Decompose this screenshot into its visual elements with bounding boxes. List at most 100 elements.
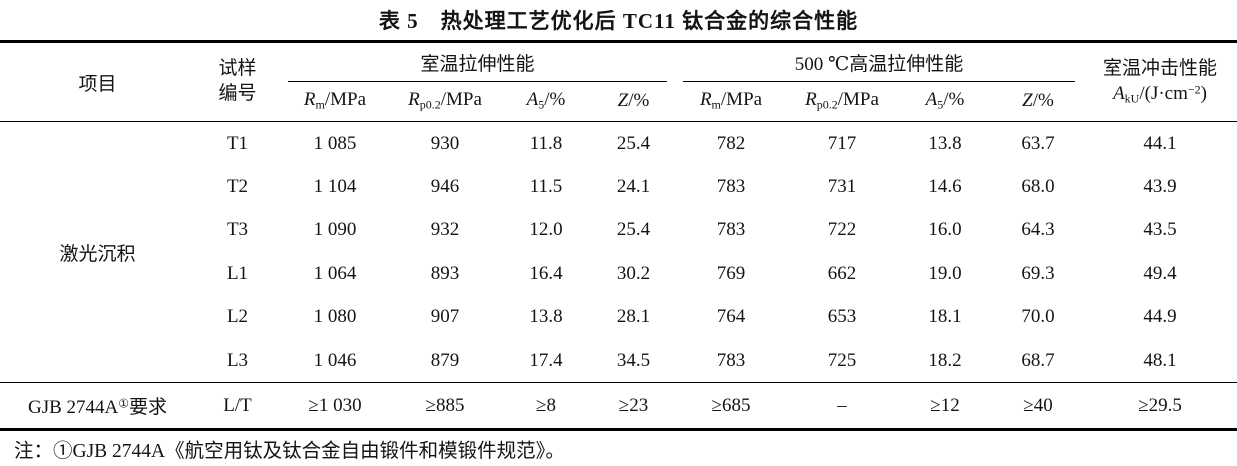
value-cell: 932 [430,219,460,241]
value-cell: 30.2 [616,262,651,284]
value-cell: 44.1 [1143,132,1177,154]
value-cell: 64.3 [1021,219,1055,241]
value-cell: 783 [716,349,746,371]
value-cell: 34.5 [616,349,651,371]
value-cell: 783 [716,175,746,197]
value-cell: 25.4 [616,132,651,154]
value-cell: 907 [430,306,460,328]
header-sample-line1: 试样 [218,58,257,80]
value-cell: 43.5 [1143,219,1177,241]
value-cell: 769 [716,262,746,284]
requirement-row: GJB 2744A①要求 L/T ≥1 030 ≥885 ≥8 ≥23 ≥685– ≥12 ≥4… [0,382,1237,431]
value-cell: 68.7 [1021,349,1055,371]
requirement-value-cell: ≥23 [592,382,676,431]
value-cell: 783 [716,219,746,241]
subheader-rt-rm: Rm/MPa [280,81,390,122]
requirement-value-cell: ≥1 030 [280,382,390,431]
value-cell: 17.4 [529,349,563,371]
value-cell: 16.4 [529,262,563,284]
table-row-L3: L3 1 046 879 17.4 34.5 783 725 18.2 68.7 48.1 [0,339,1237,383]
subheader-ht-rm: Rm/MPa [675,81,788,122]
value-cell: 1 046 [313,349,357,371]
value-cell: 725 [827,349,857,371]
value-cell: 68.0 [1021,175,1055,197]
value-cell: 946 [430,175,460,197]
value-cell: 930 [430,132,460,154]
value-cell: 12.0 [529,219,563,241]
value-cell: 1 090 [313,219,357,241]
value-cell: 653 [827,306,857,328]
value-cell: 24.1 [616,175,651,197]
table-row-L1: L1 1 064 893 16.4 30.2 769 662 19.0 69.3 49.4 [0,252,1237,296]
sample-id: T2 [226,175,249,197]
value-cell: 18.1 [928,306,962,328]
table-row-T3: T3 1 090 932 12.0 25.4 783 722 16.0 64.3 43.5 [0,209,1237,253]
table-footnote: 注：①GJB 2744A《航空用钛及钛合金自由锻件和模锻件规范》。 [14,441,565,462]
subheader-rt-rp0.2: Rp0.2/MPa [390,81,500,122]
value-cell: 1 104 [313,175,357,197]
value-cell: 18.2 [928,349,962,371]
sample-id: L1 [226,262,249,284]
value-cell: 43.9 [1143,175,1177,197]
requirement-value-cell: ≥8 [500,382,592,431]
value-cell: 764 [716,306,746,328]
requirement-label: GJB 2744A①要求 [0,382,195,431]
value-cell: 662 [827,262,857,284]
sample-id: T1 [226,132,249,154]
subheader-ht-z: Z/% [993,81,1084,122]
requirement-value-cell: ≥885 [390,382,500,431]
value-cell: 11.5 [529,175,563,197]
value-cell: 893 [430,262,460,284]
sample-id: T3 [226,219,249,241]
value-cell: 13.8 [529,306,563,328]
table-row-T2: T2 1 104 946 11.5 24.1 783 731 14.6 68.0 43.9 [0,165,1237,209]
value-cell: 11.8 [529,132,563,154]
value-cell: 879 [430,349,460,371]
properties-table: 项目 试样 编号 室温拉伸性能 500 ℃高温拉伸性能 室温冲击性能 AkU/(… [0,40,1237,431]
value-cell: 782 [716,132,746,154]
value-cell: 1 085 [313,132,357,154]
value-cell: 70.0 [1021,306,1055,328]
header-item: 项目 [0,41,195,122]
value-cell: 19.0 [928,262,962,284]
value-cell: 16.0 [928,219,962,241]
value-cell: 1 064 [313,262,357,284]
sample-id: L2 [226,306,249,328]
requirement-value-cell: ≥29.5 [1083,382,1237,431]
header-impact-line1: 室温冲击性能 [1103,58,1218,80]
value-cell: 49.4 [1143,262,1177,284]
value-cell: 14.6 [928,175,962,197]
row-group-label: 激光沉积 [59,243,136,265]
subheader-rt-z: Z/% [592,81,676,122]
table-row-L2: L2 1 080 907 13.8 28.1 764 653 18.1 70.0 44.9 [0,296,1237,340]
requirement-value-cell: ≥12 [897,382,994,431]
requirement-sample-id: L/T [195,382,280,431]
subheader-ht-a5: A5/% [897,81,994,122]
header-impact-formula: AkU/(J·cm−2) [1113,82,1207,106]
value-cell: 48.1 [1143,349,1177,371]
requirement-value-cell: – [787,382,898,431]
value-cell: 731 [827,175,857,197]
value-cell: 28.1 [616,306,651,328]
table-row-T1: 激光沉积 T1 1 085 930 11.8 25.4 782 717 13.8 63.7 44.1 [0,122,1237,265]
value-cell: 69.3 [1021,262,1055,284]
table-title: 表 5 热处理工艺优化后 TC11 钛合金的综合性能 [378,9,859,33]
header-sample-no: 试样 编号 [195,41,280,122]
value-cell: 1 080 [313,306,357,328]
header-group-500c-tensile: 500 ℃高温拉伸性能 [675,42,1083,82]
header-group-room-temp-tensile: 室温拉伸性能 [280,42,675,82]
value-cell: 63.7 [1021,132,1055,154]
subheader-rt-a5: A5/% [500,81,592,122]
header-impact: 室温冲击性能 AkU/(J·cm−2) [1083,41,1237,122]
requirement-value-cell: ≥40 [993,382,1084,431]
value-cell: 717 [827,132,857,154]
requirement-value-cell: ≥685 [675,382,788,431]
value-cell: 25.4 [616,219,651,241]
sample-id: L3 [226,349,249,371]
value-cell: 13.8 [928,132,962,154]
value-cell: 44.9 [1143,306,1177,328]
subheader-ht-rp0.2: Rp0.2/MPa [787,81,898,122]
value-cell: 722 [827,219,857,241]
header-sample-line2: 编号 [218,83,257,104]
